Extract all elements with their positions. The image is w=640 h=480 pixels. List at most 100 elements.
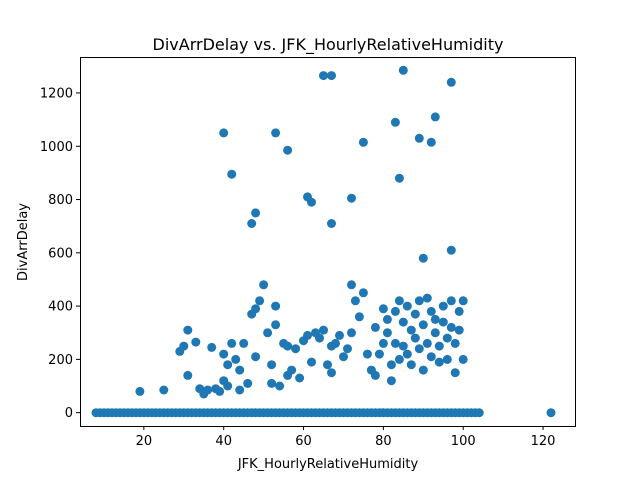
data-point [430, 314, 440, 324]
x-tick-label: 100 [451, 434, 476, 449]
data-point [219, 128, 229, 138]
data-point [450, 338, 460, 348]
data-point [406, 325, 416, 335]
data-point [430, 328, 440, 338]
data-point [335, 330, 344, 340]
data-point [382, 314, 392, 324]
data-points [91, 65, 556, 418]
data-point [191, 337, 201, 347]
data-point [307, 197, 316, 207]
data-point [215, 386, 225, 396]
data-point [394, 354, 404, 364]
data-point [422, 338, 432, 348]
data-point [347, 328, 356, 338]
data-point [446, 322, 456, 332]
data-point [438, 301, 448, 311]
data-point [271, 128, 281, 138]
data-point [283, 145, 293, 155]
x-tick-label: 20 [136, 434, 153, 449]
data-point [223, 381, 233, 391]
data-point [402, 301, 412, 311]
data-point [434, 341, 444, 351]
y-tick-label: 0 [65, 406, 73, 421]
data-point [458, 354, 468, 364]
data-point [159, 385, 169, 395]
data-point [382, 328, 392, 338]
data-point [398, 317, 408, 327]
data-point [406, 360, 416, 370]
data-point [267, 360, 277, 370]
data-point [358, 137, 368, 147]
data-point [275, 381, 285, 391]
data-point [426, 137, 436, 147]
data-point [390, 306, 400, 316]
data-point [207, 342, 217, 352]
data-point [454, 325, 464, 335]
data-point [426, 352, 436, 362]
data-point [386, 376, 396, 386]
data-point [394, 296, 404, 306]
data-point [179, 341, 189, 351]
x-axis-label: JFK_HourlyRelativeHumidity [237, 457, 419, 472]
x-tick-label: 120 [531, 434, 556, 449]
data-point [546, 408, 556, 418]
data-point [247, 219, 257, 228]
data-point [446, 296, 456, 306]
data-point [283, 341, 293, 351]
data-point [239, 338, 249, 348]
data-point [327, 368, 336, 378]
data-point [390, 117, 400, 127]
data-point [331, 338, 340, 348]
data-point [422, 293, 432, 303]
data-point [354, 312, 364, 322]
y-axis-label: DivArrDelay [16, 203, 31, 281]
data-point [183, 370, 193, 380]
data-point [227, 169, 237, 179]
data-point [183, 325, 193, 335]
data-point [315, 333, 324, 343]
data-point [251, 304, 261, 314]
data-point [271, 320, 281, 330]
data-point [434, 357, 444, 367]
x-tick-label: 60 [295, 434, 312, 449]
data-point [255, 296, 265, 306]
data-point [219, 349, 229, 359]
data-point [251, 208, 261, 218]
data-point [267, 378, 277, 388]
data-point [410, 309, 420, 319]
data-point [263, 328, 273, 338]
plot-frame [80, 57, 576, 427]
data-point [390, 338, 400, 348]
data-point [398, 341, 408, 351]
data-point [319, 71, 328, 81]
data-point [418, 365, 428, 375]
data-point [235, 385, 245, 395]
data-point [426, 306, 436, 316]
data-point [410, 333, 420, 343]
data-point [370, 370, 380, 380]
data-point [386, 360, 396, 370]
data-point [323, 360, 332, 370]
data-point [442, 354, 452, 364]
data-point [347, 280, 356, 290]
data-point [378, 304, 388, 314]
data-point [235, 365, 245, 375]
y-tick-label: 400 [48, 300, 73, 315]
data-point [231, 354, 241, 364]
x-tick-label: 80 [375, 434, 392, 449]
data-point [458, 296, 468, 306]
data-point [446, 245, 456, 255]
data-point [442, 333, 452, 343]
chart-title: DivArrDelay vs. JFK_HourlyRelativeHumidi… [153, 35, 504, 55]
data-point [414, 133, 424, 143]
data-point [295, 373, 305, 383]
y-tick-label: 1200 [40, 86, 73, 101]
data-point [450, 368, 460, 378]
data-point [358, 288, 368, 298]
data-point [343, 344, 352, 354]
data-point [243, 378, 253, 388]
data-point [227, 338, 237, 348]
data-point [474, 408, 484, 418]
